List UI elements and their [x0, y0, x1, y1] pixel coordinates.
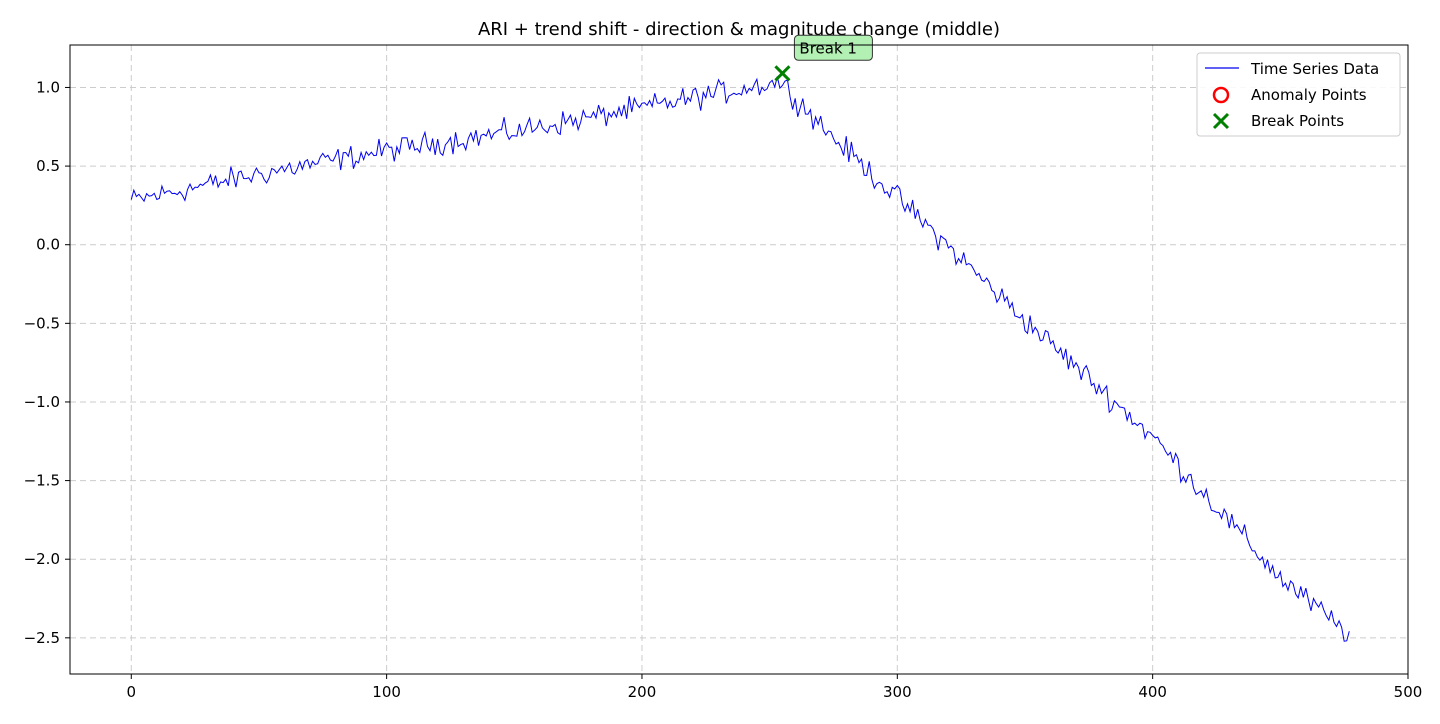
annotation-box	[793, 34, 873, 61]
chart-title: ARI + trend shift - direction & magnitud…	[478, 19, 1000, 40]
time-series-line	[130, 76, 1350, 642]
x-tick-label: 0	[127, 683, 137, 701]
x-tick-label: 100	[372, 683, 401, 701]
x-tick-label: 200	[628, 683, 657, 701]
legend-break-x-icon	[1212, 112, 1230, 130]
legend-label-break: Break Points	[1251, 112, 1344, 130]
plot-area: Break 1	[130, 34, 1350, 642]
grid	[70, 45, 1409, 674]
y-tick-label: −1.0	[24, 393, 60, 411]
y-tick-label: −1.5	[24, 472, 60, 490]
plot-frame	[69, 44, 1409, 675]
break-point-marker	[774, 65, 791, 82]
annotation-label: Break 1	[799, 39, 857, 57]
legend-box	[1196, 52, 1401, 137]
y-tick-label: −2.5	[24, 629, 60, 647]
legend-label-anomaly: Anomaly Points	[1251, 86, 1367, 104]
x-tick-label: 400	[1138, 683, 1167, 701]
y-tick-label: 1.0	[36, 78, 60, 96]
legend-anomaly-ring-icon	[1212, 86, 1230, 104]
y-tick-label: 0.0	[36, 236, 60, 254]
x-tick-label: 500	[1394, 683, 1423, 701]
y-tick-label: −2.0	[24, 550, 60, 568]
axes: 0 100 200 300 400 500 1.0 0.5 0.0 −0.5 −1.0 −1.5 −2.…	[24, 78, 1423, 701]
legend-label-time-series: Time Series Data	[1250, 60, 1379, 78]
y-tick-label: −0.5	[24, 314, 60, 332]
legend: Time Series Data Anomaly Points Break Po…	[1196, 52, 1401, 137]
x-tick-label: 300	[883, 683, 912, 701]
break-x-stroke	[774, 65, 791, 82]
break-annotation: Break 1	[793, 34, 873, 61]
y-tick-label: 0.5	[36, 157, 60, 175]
